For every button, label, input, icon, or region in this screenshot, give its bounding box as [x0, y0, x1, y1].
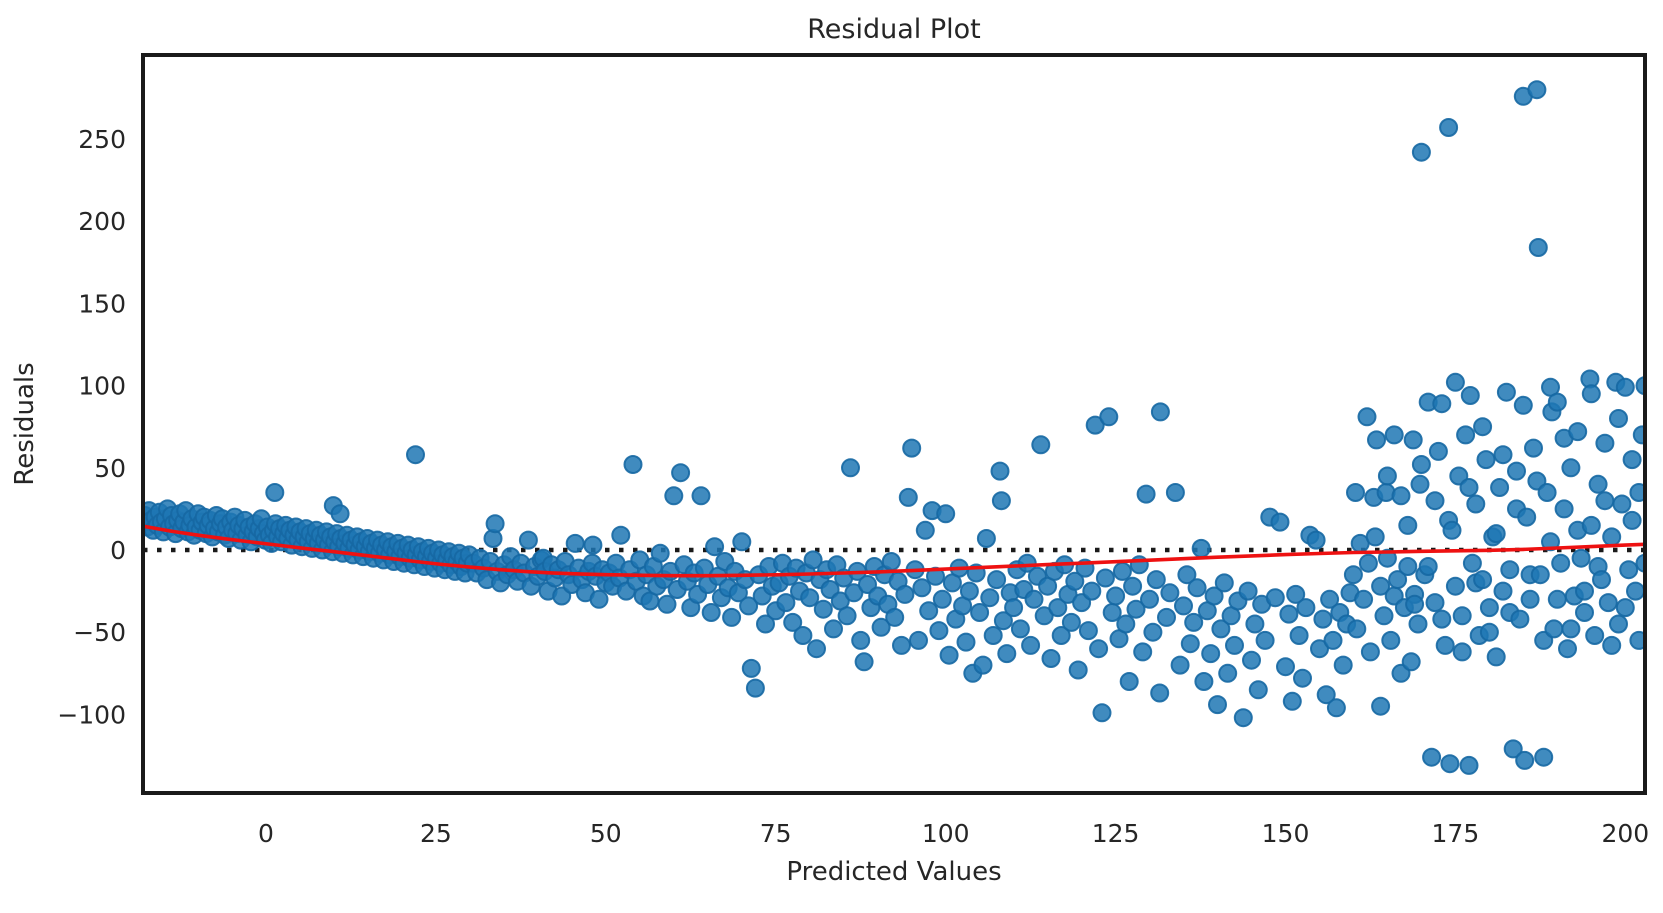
- svg-text:100: 100: [78, 372, 126, 401]
- chart-title: Residual Plot: [807, 14, 981, 45]
- svg-text:250: 250: [78, 125, 126, 154]
- svg-text:100: 100: [922, 819, 970, 848]
- svg-text:25: 25: [420, 819, 452, 848]
- svg-text:175: 175: [1432, 819, 1480, 848]
- x-axis-label: Predicted Values: [786, 857, 1001, 887]
- svg-text:200: 200: [78, 207, 126, 236]
- svg-text:75: 75: [760, 819, 792, 848]
- svg-text:50: 50: [94, 454, 126, 483]
- svg-text:50: 50: [590, 819, 622, 848]
- y-axis-tick-labels: −100 −50 0 50 100 150 200 250: [57, 125, 126, 729]
- y-axis-label: Residuals: [10, 362, 40, 485]
- svg-text:0: 0: [110, 536, 126, 565]
- svg-text:0: 0: [258, 819, 274, 848]
- svg-text:125: 125: [1092, 819, 1140, 848]
- svg-text:200: 200: [1601, 819, 1649, 848]
- svg-text:−100: −100: [57, 700, 126, 729]
- scatter-points: [143, 80, 1645, 775]
- svg-text:150: 150: [78, 289, 126, 318]
- svg-text:150: 150: [1262, 819, 1310, 848]
- plot-border: [143, 55, 1645, 793]
- svg-text:−50: −50: [73, 618, 126, 647]
- x-axis-tick-labels: 0 25 50 75 100 125 150 175 200: [258, 819, 1649, 848]
- lowess-trend-line: [143, 524, 1645, 578]
